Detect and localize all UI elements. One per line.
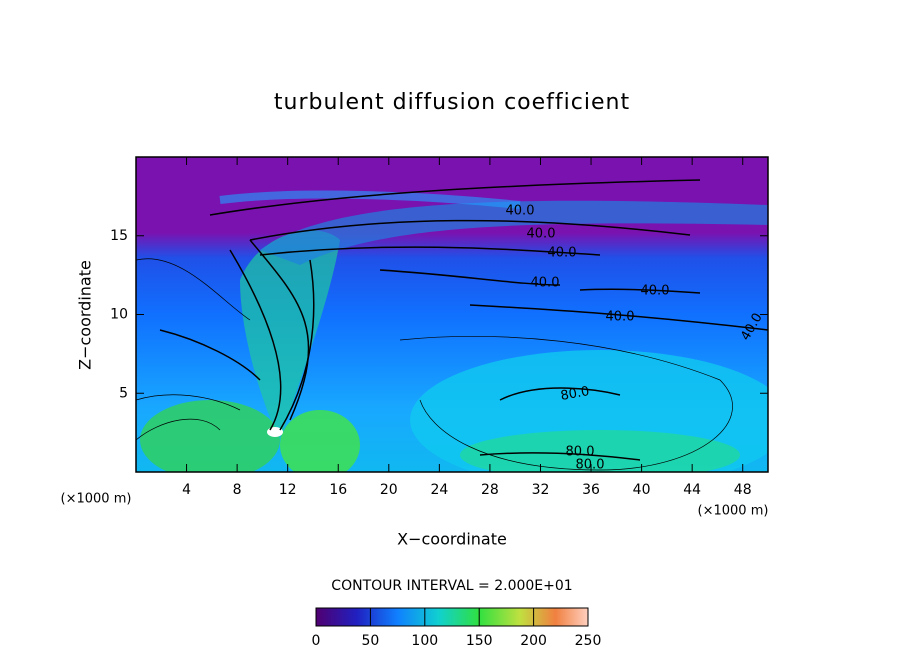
colorbar bbox=[315, 607, 589, 627]
colorbar-tick-label: 0 bbox=[312, 633, 321, 649]
x-tick-label: 12 bbox=[279, 482, 297, 498]
x-tick-label: 28 bbox=[481, 482, 499, 498]
colorbar-tick-label: 50 bbox=[361, 633, 379, 649]
colorbar-tick-label: 150 bbox=[466, 633, 493, 649]
x-tick-label: 4 bbox=[182, 482, 191, 498]
x-axis-label: X−coordinate bbox=[397, 530, 507, 549]
field bbox=[136, 157, 768, 472]
colorbar-tick-label: 100 bbox=[411, 633, 438, 649]
x-tick-label: 44 bbox=[683, 482, 701, 498]
contour-label: 80.0 bbox=[559, 384, 590, 404]
x-tick-label: 36 bbox=[582, 482, 600, 498]
colorbar-tick-label: 200 bbox=[520, 633, 547, 649]
contour-label: 80.0 bbox=[576, 458, 605, 473]
x-tick-label: 16 bbox=[329, 482, 347, 498]
contour-label: 80.0 bbox=[566, 445, 595, 460]
x-tick-label: 20 bbox=[380, 482, 398, 498]
chart-title: turbulent diffusion coefficient bbox=[274, 90, 630, 115]
x-tick-label: 32 bbox=[532, 482, 550, 498]
contour-label: 40.0 bbox=[531, 276, 560, 291]
colorbar-tick-label: 250 bbox=[575, 633, 602, 649]
x-tick-label: 24 bbox=[430, 482, 448, 498]
x-unit-label: (×1000 m) bbox=[698, 504, 769, 519]
y-tick-label: 5 bbox=[119, 385, 128, 401]
x-unit-label: (×1000 m) bbox=[61, 492, 132, 507]
contour-label: 40.0 bbox=[506, 204, 535, 219]
x-tick-label: 48 bbox=[734, 482, 752, 498]
contour-label: 40.0 bbox=[527, 227, 556, 242]
y-tick-label: 15 bbox=[110, 228, 128, 244]
contour-interval: CONTOUR INTERVAL = 2.000E+01 bbox=[331, 578, 572, 594]
x-tick-label: 8 bbox=[233, 482, 242, 498]
contour-label: 40.0 bbox=[548, 246, 577, 261]
contour-label: 40.0 bbox=[641, 284, 670, 299]
x-tick-label: 40 bbox=[633, 482, 651, 498]
y-axis-label: Z−coordinate bbox=[76, 260, 95, 370]
y-tick-label: 10 bbox=[110, 307, 128, 323]
contour-label: 40.0 bbox=[606, 310, 635, 325]
